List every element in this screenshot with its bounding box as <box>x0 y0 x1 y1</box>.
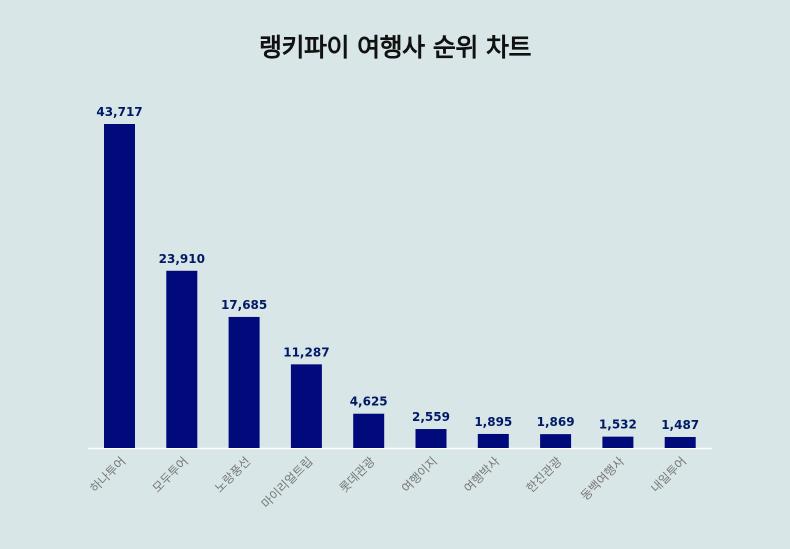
bar-10 <box>664 436 696 448</box>
x-tick-label-9: 동백여행사 <box>577 454 627 504</box>
x-tick-label-10: 내일투어 <box>648 454 689 495</box>
value-label-7: 1,895 <box>474 415 512 429</box>
bar-2 <box>166 270 198 448</box>
value-label-9: 1,532 <box>599 418 637 432</box>
x-tick-label-2: 모두투어 <box>150 454 191 495</box>
x-tick-label-4: 마이리얼트립 <box>259 454 316 511</box>
value-label-3: 17,685 <box>221 298 267 312</box>
value-label-2: 23,910 <box>159 252 205 266</box>
bar-7 <box>477 433 509 448</box>
value-label-5: 4,625 <box>350 395 388 409</box>
bar-3 <box>228 316 260 448</box>
x-tick-label-3: 노랑풍선 <box>212 454 253 495</box>
bar-5 <box>353 413 385 448</box>
x-tick-label-6: 여행이지 <box>398 454 440 496</box>
value-label-1: 43,717 <box>96 105 142 119</box>
x-tick-label-1: 하나투어 <box>87 454 128 495</box>
x-tick-label-8: 한진관광 <box>524 454 565 495</box>
x-tick-label-7: 여행박사 <box>461 454 503 496</box>
value-label-6: 2,559 <box>412 410 450 424</box>
value-label-4: 11,287 <box>283 345 329 359</box>
value-label-8: 1,869 <box>537 415 575 429</box>
value-label-10: 1,487 <box>661 418 699 432</box>
bar-4 <box>290 364 322 448</box>
chart-title: 랭키파이 여행사 순위 차트 <box>258 33 532 62</box>
x-tick-label-5: 롯데관광 <box>337 454 378 495</box>
bar-1 <box>104 124 135 448</box>
bar-6 <box>415 429 447 448</box>
bar-8 <box>540 434 572 448</box>
bar-9 <box>602 436 634 448</box>
